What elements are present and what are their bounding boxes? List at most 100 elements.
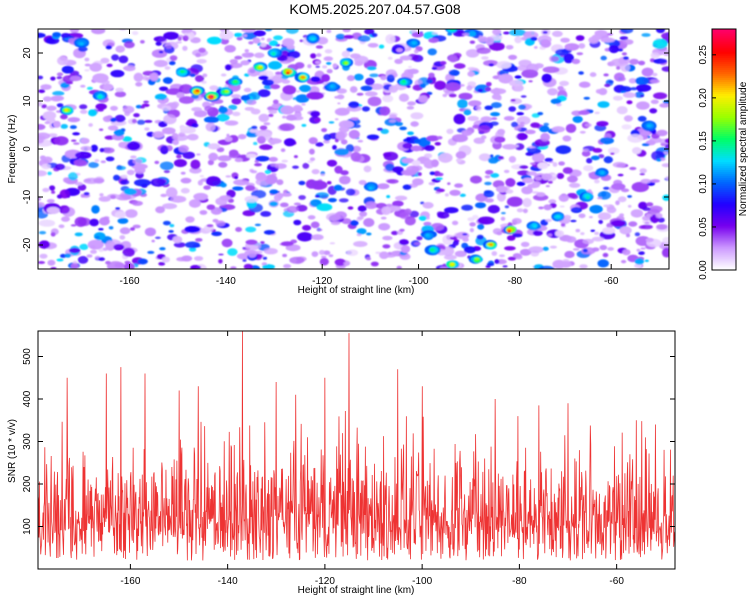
colorbar-swatch xyxy=(712,47,736,50)
heatmap-cell xyxy=(108,226,114,230)
heatmap-cell xyxy=(489,154,494,158)
heatmap-cell xyxy=(180,177,192,184)
colorbar-swatch xyxy=(712,255,736,259)
heatmap-hotspot xyxy=(579,191,594,202)
heatmap-cell xyxy=(428,37,439,43)
heatmap-cell xyxy=(619,213,624,217)
heatmap-cell xyxy=(477,88,484,93)
heatmap-cell xyxy=(661,163,669,168)
heatmap-cell xyxy=(575,228,581,233)
colorbar-swatch xyxy=(712,253,736,257)
heatmap-cell xyxy=(218,253,224,256)
heatmap-cell xyxy=(260,241,265,244)
heatmap-cell xyxy=(334,148,349,156)
heatmap-cell xyxy=(177,36,182,41)
heatmap-hotspot xyxy=(551,211,565,222)
colorbar-swatch xyxy=(712,249,736,253)
heatmap-cell xyxy=(634,232,641,237)
heatmap-cell xyxy=(155,206,166,214)
heatmap-cell xyxy=(311,251,319,257)
heatmap-cell xyxy=(408,66,412,68)
heatmap-cell xyxy=(622,249,631,256)
heatmap-cell xyxy=(350,117,359,121)
heatmap-cell xyxy=(113,174,120,181)
heatmap-cell xyxy=(386,195,391,199)
heatmap-cell xyxy=(476,47,491,54)
heatmap-cell xyxy=(56,258,64,262)
heatmap-cell xyxy=(481,56,489,60)
heatmap-cell xyxy=(123,41,135,49)
heatmap-cell xyxy=(95,103,107,110)
heatmap-cell xyxy=(617,196,627,203)
heatmap-hotspot-layer xyxy=(210,95,214,98)
heatmap-cell xyxy=(264,169,271,175)
colorbar-swatch xyxy=(712,75,736,78)
heatmap-cell xyxy=(610,152,615,155)
heatmap-cell xyxy=(576,52,584,56)
heatmap-cell xyxy=(363,165,372,173)
heatmap-cell xyxy=(591,155,600,161)
heatmap-cell xyxy=(153,59,168,68)
colorbar-swatch xyxy=(712,197,736,201)
colorbar-swatch xyxy=(712,73,736,76)
heatmap-hotspot xyxy=(526,221,542,231)
heatmap-cell xyxy=(514,75,522,79)
heatmap-cell xyxy=(183,29,193,34)
heatmap-cell xyxy=(598,212,612,220)
heatmap-cell xyxy=(539,125,550,133)
heatmap-cell xyxy=(467,71,475,77)
colorbar-swatch xyxy=(712,221,736,225)
heatmap-cell xyxy=(279,202,289,208)
heatmap-cell xyxy=(359,211,368,217)
heatmap-hotspot-layer xyxy=(556,215,561,218)
colorbar-swatch xyxy=(712,119,736,122)
heatmap-cell xyxy=(545,185,550,188)
heatmap-cell xyxy=(434,142,441,146)
heatmap-hotspot-layer xyxy=(180,70,185,74)
heatmap-hotspot xyxy=(397,77,413,87)
heatmap-cell xyxy=(343,35,354,39)
heatmap-cell xyxy=(39,253,48,259)
heatmap-cell xyxy=(581,150,591,157)
heatmap-cell xyxy=(311,234,324,241)
heatmap-cell xyxy=(597,191,612,200)
heatmap-cell xyxy=(567,175,578,183)
heatmap-cell xyxy=(258,75,269,80)
heatmap-cell xyxy=(179,96,194,104)
heatmap-cell xyxy=(382,94,394,103)
heatmap-cell xyxy=(52,32,61,38)
heatmap-cell xyxy=(511,121,519,128)
heatmap-cell xyxy=(438,152,453,163)
heatmap-cell xyxy=(161,256,170,263)
heatmap-cell xyxy=(548,180,553,184)
heatmap-cell xyxy=(621,188,630,193)
colorbar-swatch xyxy=(712,61,736,64)
colorbar-swatch xyxy=(712,93,736,96)
heatmap-cell xyxy=(622,92,636,98)
heatmap-cell xyxy=(604,83,611,88)
heatmap-hotspot xyxy=(203,91,221,102)
heatmap-cell xyxy=(229,59,238,64)
heatmap-cell xyxy=(38,170,47,177)
heatmap-cell xyxy=(358,180,367,185)
heatmap-cell xyxy=(615,200,620,206)
heatmap-cell xyxy=(503,31,510,35)
heatmap-cell xyxy=(491,117,498,120)
heatmap-cell xyxy=(262,256,268,260)
heatmap-cell xyxy=(557,86,564,91)
heatmap-cell xyxy=(315,194,321,198)
heatmap-cell xyxy=(594,30,608,37)
colorbar-swatch xyxy=(712,59,736,62)
heatmap-cell xyxy=(70,125,77,129)
heatmap-cell xyxy=(656,29,665,34)
colorbar-swatch xyxy=(712,129,736,133)
colorbar-swatch xyxy=(712,99,736,102)
heatmap-cell xyxy=(70,263,79,269)
heatmap-cell xyxy=(490,112,500,117)
heatmap-cell xyxy=(310,110,320,117)
heatmap-cell xyxy=(559,261,572,268)
heatmap-cell xyxy=(351,145,362,153)
heatmap-cell xyxy=(264,174,278,185)
heatmap-cell xyxy=(381,206,392,215)
heatmap-cell xyxy=(225,175,232,178)
